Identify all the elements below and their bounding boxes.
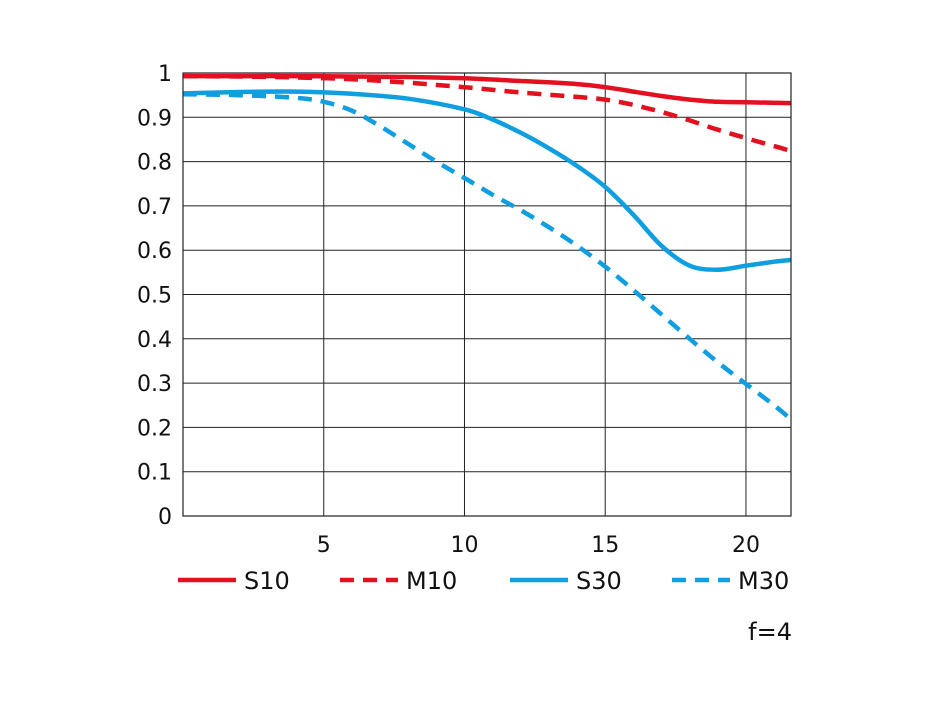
y-tick-label: 0.7 <box>137 195 172 220</box>
legend: S10 M10 S30 M30 <box>178 567 789 595</box>
y-tick-label: 0.4 <box>137 328 172 353</box>
legend-label-m10: M10 <box>406 567 457 595</box>
y-tick-label: 0 <box>158 505 172 530</box>
y-tick-label: 1 <box>158 62 172 87</box>
y-tick-label: 0.2 <box>137 416 172 441</box>
x-tick-label: 20 <box>732 533 760 558</box>
series-line-m10 <box>183 73 791 154</box>
plot-frame <box>182 72 792 517</box>
series-line-s30 <box>183 89 791 272</box>
y-tick-label: 0.1 <box>137 461 172 486</box>
x-tick-label: 15 <box>591 533 619 558</box>
y-tick-label: 0.3 <box>137 372 172 397</box>
legend-label-m30: M30 <box>738 567 789 595</box>
y-axis-ticks: 0 0.1 0.2 0.3 0.4 0.5 0.6 0.7 0.8 0.9 1 <box>137 62 172 530</box>
grid-layer <box>183 73 791 516</box>
x-axis-ticks: 5 10 15 20 <box>317 533 760 558</box>
series-line-m30 <box>183 92 791 422</box>
legend-label-s10: S10 <box>244 567 290 595</box>
y-tick-label: 0.5 <box>137 284 172 309</box>
series-layer <box>183 73 791 422</box>
y-tick-label: 0.9 <box>137 106 172 131</box>
x-tick-label: 5 <box>317 533 331 558</box>
y-tick-label: 0.6 <box>137 239 172 264</box>
x-tick-label: 10 <box>450 533 478 558</box>
aperture-annotation: f=4 <box>748 618 792 646</box>
y-tick-label: 0.8 <box>137 151 172 176</box>
legend-label-s30: S30 <box>576 567 622 595</box>
